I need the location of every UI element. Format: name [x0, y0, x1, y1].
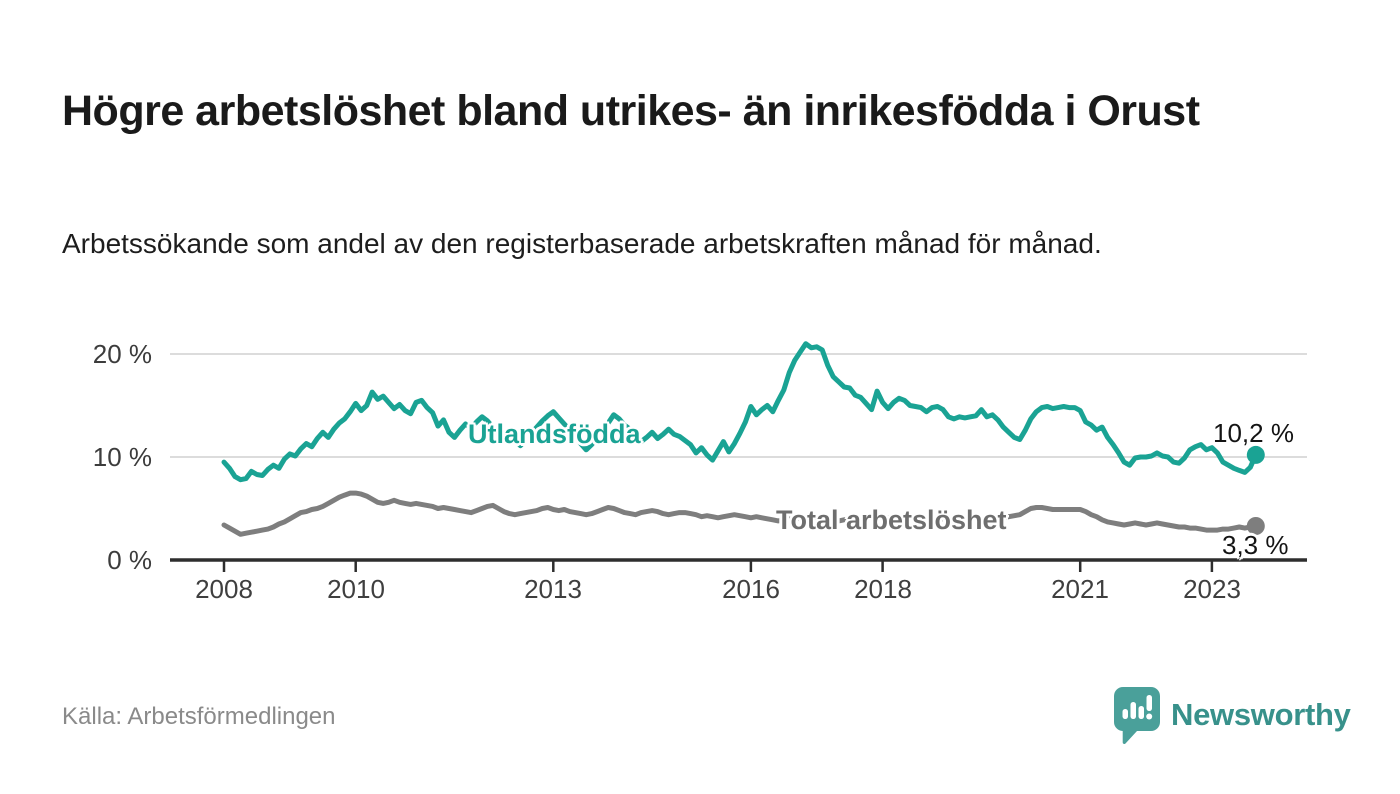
newsworthy-brand: Newsworthy: [1113, 686, 1351, 744]
newsworthy-wordmark: Newsworthy: [1171, 697, 1351, 732]
end-value-utlandsfodda: 10,2 %: [1213, 418, 1294, 448]
x-tick-2010: 2010: [327, 574, 385, 604]
newsworthy-logo-icon: [1114, 687, 1160, 744]
end-dot-utlandsfodda: [1246, 445, 1265, 464]
x-tick-2023: 2023: [1183, 574, 1241, 604]
x-tick-2016: 2016: [722, 574, 780, 604]
series-label-utlandsfodda: Utlandsfödda: [468, 419, 641, 449]
x-tick-2008: 2008: [195, 574, 253, 604]
end-dot-total: [1246, 517, 1265, 535]
end-value-total: 3,3 %: [1222, 530, 1289, 560]
line-utlandsfodda: [221, 341, 1259, 483]
line-total-arbetsloshet: [221, 490, 1259, 537]
y-tick-20: 20 %: [92, 339, 152, 369]
series-label-total-arbetsloshet: Total arbetslöshet: [776, 505, 1007, 535]
chart-title: Högre arbetslöshet bland utrikes- än inr…: [62, 86, 1200, 135]
chart-subtitle: Arbetssökande som andel av den registerb…: [62, 228, 1102, 259]
y-tick-0: 0 %: [107, 545, 152, 575]
x-axis-ticks: [222, 560, 1214, 572]
x-tick-2021: 2021: [1051, 574, 1109, 604]
y-tick-10: 10 %: [92, 442, 152, 472]
source-note: Källa: Arbetsförmedlingen: [62, 703, 336, 730]
x-tick-2018: 2018: [854, 574, 912, 604]
x-tick-2013: 2013: [524, 574, 582, 604]
